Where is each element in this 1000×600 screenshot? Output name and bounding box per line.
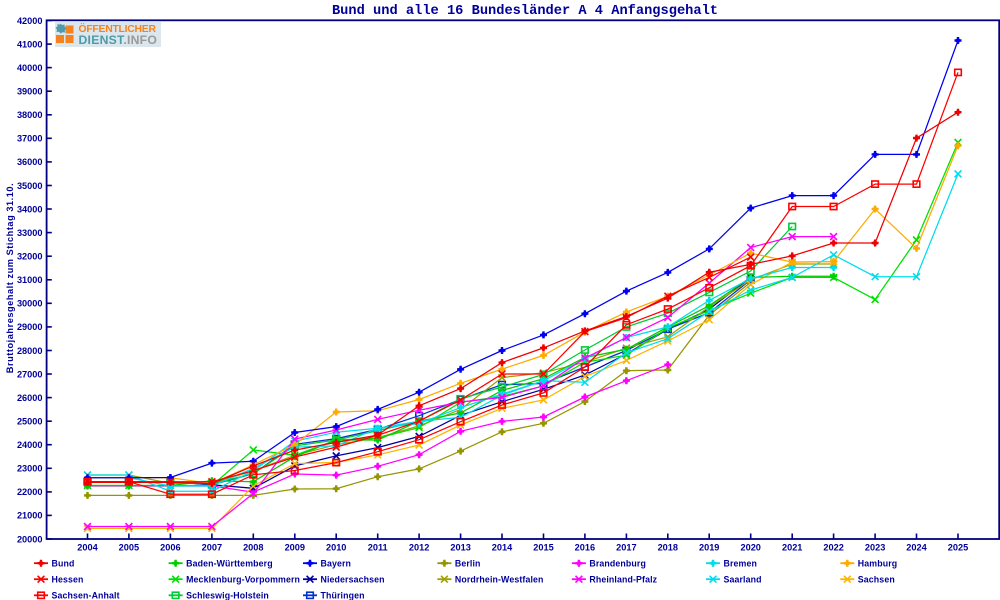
svg-text:2021: 2021 (782, 543, 802, 553)
svg-text:2005: 2005 (119, 543, 139, 553)
svg-text:Berlin: Berlin (455, 559, 481, 569)
svg-text:2016: 2016 (575, 543, 595, 553)
svg-text:Baden-Württemberg: Baden-Württemberg (186, 559, 273, 569)
svg-text:2019: 2019 (699, 543, 719, 553)
svg-text:2017: 2017 (616, 543, 636, 553)
svg-text:27000: 27000 (17, 369, 43, 379)
svg-text:2020: 2020 (740, 543, 760, 553)
svg-text:Saarland: Saarland (724, 575, 762, 585)
svg-text:Rheinland-Pfalz: Rheinland-Pfalz (589, 575, 657, 585)
svg-text:20000: 20000 (17, 534, 43, 544)
svg-text:2015: 2015 (533, 543, 553, 553)
svg-text:Sachsen: Sachsen (858, 575, 895, 585)
svg-text:2008: 2008 (243, 543, 263, 553)
svg-text:40000: 40000 (17, 63, 43, 73)
svg-text:Mecklenburg-Vorpommern: Mecklenburg-Vorpommern (186, 575, 300, 585)
svg-text:41000: 41000 (17, 39, 43, 49)
svg-text:32000: 32000 (17, 252, 43, 262)
svg-text:2023: 2023 (865, 543, 885, 553)
svg-text:Bruttojahresgehalt zum Stichta: Bruttojahresgehalt zum Stichtag 31.10. (5, 183, 15, 373)
svg-text:2006: 2006 (160, 543, 180, 553)
svg-text:29000: 29000 (17, 322, 43, 332)
svg-text:2010: 2010 (326, 543, 346, 553)
svg-text:25000: 25000 (17, 417, 43, 427)
svg-text:Thüringen: Thüringen (321, 591, 365, 600)
svg-text:Schleswig-Holstein: Schleswig-Holstein (186, 591, 269, 600)
svg-text:36000: 36000 (17, 157, 43, 167)
svg-text:Sachsen-Anhalt: Sachsen-Anhalt (52, 591, 120, 600)
svg-text:2009: 2009 (285, 543, 305, 553)
svg-text:33000: 33000 (17, 228, 43, 238)
svg-text:34000: 34000 (17, 204, 43, 214)
svg-text:21000: 21000 (17, 511, 43, 521)
svg-text:2024: 2024 (906, 543, 927, 553)
svg-text:42000: 42000 (17, 16, 43, 26)
svg-text:Nordrhein-Westfalen: Nordrhein-Westfalen (455, 575, 544, 585)
svg-text:2004: 2004 (77, 543, 98, 553)
svg-text:Bund und alle 16 Bundesländer: Bund und alle 16 Bundesländer A 4 Anfang… (332, 4, 718, 19)
svg-text:37000: 37000 (17, 134, 43, 144)
svg-text:2012: 2012 (409, 543, 429, 553)
svg-text:30000: 30000 (17, 299, 43, 309)
svg-text:22000: 22000 (17, 487, 43, 497)
svg-text:Hessen: Hessen (52, 575, 84, 585)
svg-text:2022: 2022 (823, 543, 843, 553)
svg-text:2013: 2013 (450, 543, 470, 553)
svg-text:24000: 24000 (17, 440, 43, 450)
svg-text:2011: 2011 (368, 543, 388, 553)
svg-text:28000: 28000 (17, 346, 43, 356)
svg-text:26000: 26000 (17, 393, 43, 403)
svg-text:Hamburg: Hamburg (858, 559, 897, 569)
svg-text:Brandenburg: Brandenburg (589, 559, 646, 569)
svg-text:38000: 38000 (17, 110, 43, 120)
svg-text:2007: 2007 (202, 543, 222, 553)
svg-text:35000: 35000 (17, 181, 43, 191)
svg-text:2014: 2014 (492, 543, 513, 553)
svg-text:Bayern: Bayern (321, 559, 352, 569)
svg-text:31000: 31000 (17, 275, 43, 285)
svg-text:Bund: Bund (52, 559, 75, 569)
svg-text:Bremen: Bremen (724, 559, 757, 569)
svg-text:39000: 39000 (17, 87, 43, 97)
svg-text:2018: 2018 (658, 543, 678, 553)
svg-text:23000: 23000 (17, 464, 43, 474)
svg-text:Niedersachsen: Niedersachsen (321, 575, 385, 585)
svg-text:2025: 2025 (948, 543, 968, 553)
